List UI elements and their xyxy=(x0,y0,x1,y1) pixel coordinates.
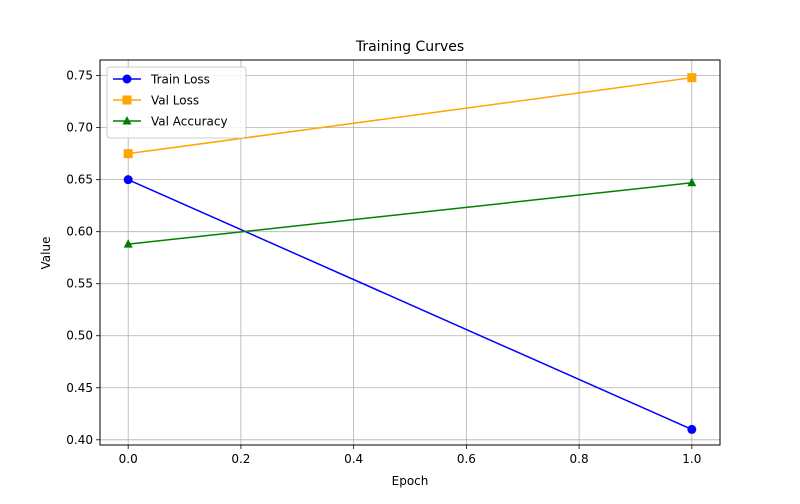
x-tick-label: 0.2 xyxy=(231,452,250,466)
axis-ticks: 0.0 0.2 0.4 0.6 0.8 1.0 0.40 0.45 0.50 0.55 0.60 0.… xyxy=(66,69,701,466)
data-point xyxy=(123,149,133,159)
x-axis-label: Epoch xyxy=(392,474,429,488)
legend-label: Val Accuracy xyxy=(151,115,228,129)
legend-entry: Val Loss xyxy=(113,94,199,108)
y-tick-label: 0.45 xyxy=(66,381,93,395)
legend-box xyxy=(106,66,247,139)
data-point xyxy=(687,424,697,434)
legend-marker xyxy=(122,116,132,125)
legend-entry: Train Loss xyxy=(113,73,210,87)
x-tick-label: 0.0 xyxy=(119,452,138,466)
series-val-loss xyxy=(123,73,697,159)
y-tick-label: 0.40 xyxy=(66,433,93,447)
legend-marker xyxy=(122,74,132,84)
series-train-loss xyxy=(123,175,697,434)
y-tick-label: 0.65 xyxy=(66,173,93,187)
series-line xyxy=(127,178,693,431)
legend: Train Loss Val Loss Val Accuracy xyxy=(106,66,247,139)
x-tick-label: 0.6 xyxy=(457,452,476,466)
data-point xyxy=(123,175,133,185)
y-tick-label: 0.60 xyxy=(66,225,93,239)
y-tick-label: 0.75 xyxy=(66,69,93,83)
legend-marker xyxy=(122,95,132,105)
series-layer xyxy=(123,73,697,434)
y-tick-label: 0.55 xyxy=(66,277,93,291)
legend-entry: Val Accuracy xyxy=(113,115,228,129)
data-point xyxy=(687,177,697,187)
series-line xyxy=(128,182,692,245)
series-val-accuracy xyxy=(123,177,697,248)
legend-label: Val Loss xyxy=(151,94,199,108)
chart-title: Training Curves xyxy=(355,39,464,55)
x-tick-label: 0.4 xyxy=(344,452,363,466)
data-point xyxy=(123,239,133,248)
x-tick-label: 1.0 xyxy=(682,452,701,466)
data-point xyxy=(687,73,697,83)
y-axis-label: Value xyxy=(39,237,53,270)
plot-frame xyxy=(99,59,721,446)
y-tick-label: 0.50 xyxy=(66,329,93,343)
x-tick-label: 0.8 xyxy=(570,452,589,466)
series-line xyxy=(128,76,692,155)
y-tick-label: 0.70 xyxy=(66,121,93,135)
grid xyxy=(100,60,720,445)
legend-label: Train Loss xyxy=(150,73,210,87)
